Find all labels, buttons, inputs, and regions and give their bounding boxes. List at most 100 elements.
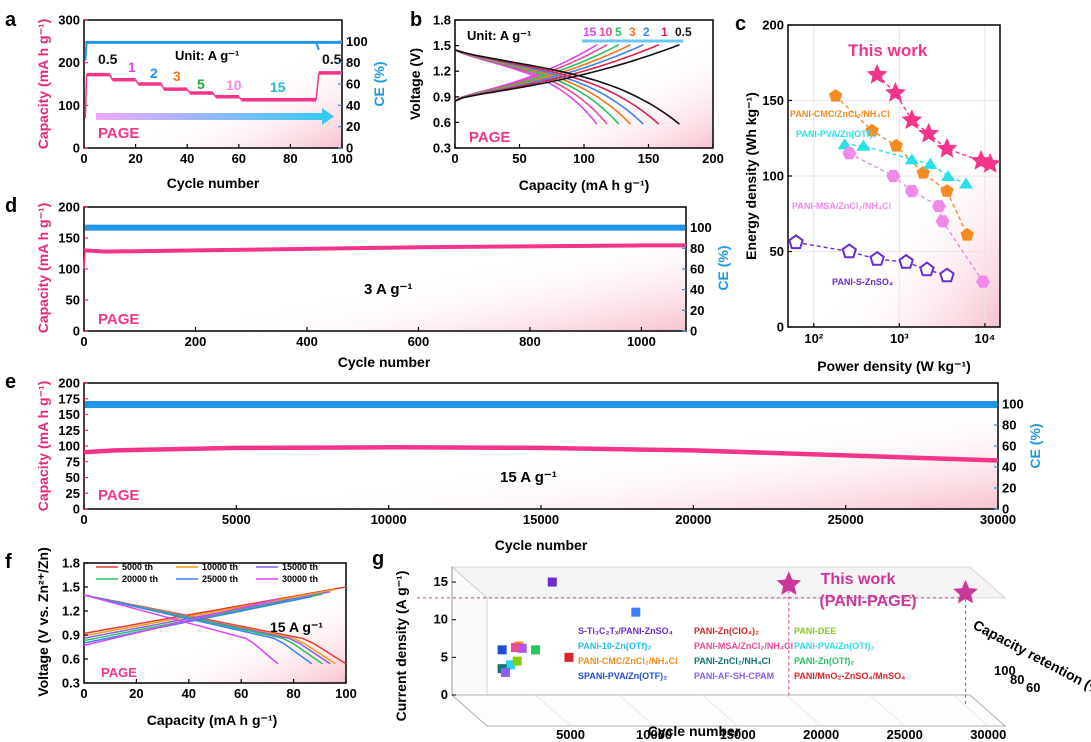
panel-e-ce-series bbox=[85, 401, 997, 409]
panel-b-ytick-label: 1.8 bbox=[433, 13, 451, 28]
panel-c-marker-hexagon bbox=[976, 275, 990, 288]
panel-a-segment-join bbox=[109, 74, 114, 81]
panel-f-xtick-label: 100 bbox=[335, 686, 357, 701]
panel-d-watermark: PAGE bbox=[98, 311, 139, 328]
panel-c-series-line bbox=[795, 241, 948, 277]
panel-f-ytick-label: 0.3 bbox=[62, 676, 80, 691]
panel-g-this-work: This work bbox=[821, 571, 896, 588]
panel-c: c This work PANI-CMC/ZnCl₂/NH₄Cl PANI-PV… bbox=[735, 13, 1001, 374]
panel-a-rate-label: 5 bbox=[197, 76, 205, 92]
panel-g-point bbox=[564, 652, 574, 662]
panel-d-ylabel-left: Capacity (mA h g⁻¹) bbox=[35, 203, 51, 334]
panel-f-legend-label: 15000 th bbox=[282, 562, 318, 572]
panel-c-ytick-label: 100 bbox=[762, 169, 784, 184]
panel-e-ytick-label: 75 bbox=[66, 454, 80, 469]
panel-e-watermark: PAGE bbox=[98, 487, 139, 504]
panel-b-xtick-label: 200 bbox=[702, 151, 724, 166]
panel-a-arrow bbox=[96, 113, 322, 120]
panel-d-first-point bbox=[83, 250, 86, 270]
panel-g-xlabel: Cycle number bbox=[648, 723, 741, 739]
panel-c-marker-pentagon bbox=[898, 253, 914, 269]
panel-a-segment-join bbox=[238, 96, 242, 101]
panel-e-ytick-right-label: 0 bbox=[1002, 502, 1009, 517]
panel-c-marker-pentagon bbox=[869, 250, 885, 266]
panel-g-point bbox=[547, 577, 557, 587]
panel-g-ztick-label: 60 bbox=[1026, 680, 1040, 695]
panel-e-xtick-label: 20000 bbox=[675, 512, 711, 527]
panel-c-label-s: PANI-S-ZnSO₄ bbox=[832, 277, 893, 287]
panel-b-legend-label: 1 bbox=[661, 25, 668, 39]
panel-f-xlabel: Capacity (mA h g⁻¹) bbox=[147, 712, 278, 728]
panel-b-label: b bbox=[410, 9, 422, 31]
panel-g-xtick-label: 30000 bbox=[970, 727, 1006, 742]
panel-f-ytick-label: 1.8 bbox=[62, 556, 80, 571]
panel-a-series bbox=[84, 40, 342, 119]
panel-f-discharge-curve bbox=[83, 594, 279, 665]
panel-e-ytick-label: 175 bbox=[58, 391, 80, 406]
panel-a-ytick-right-label: 0 bbox=[346, 141, 353, 156]
panel-a-xtick-label: 20 bbox=[128, 151, 142, 166]
panel-c-ytick-label: 50 bbox=[770, 244, 784, 259]
panel-a-ylabel-right: CE (%) bbox=[371, 61, 387, 106]
panel-g-xtick-label: 5000 bbox=[556, 727, 585, 742]
panel-e-ylabel-left: Capacity (mA h g⁻¹) bbox=[35, 381, 51, 512]
panel-a-ytick-right-label: 60 bbox=[346, 77, 360, 92]
panel-a-rate-label: 0.5 bbox=[98, 51, 118, 67]
panel-b-series bbox=[454, 43, 680, 125]
panel-g-label: g bbox=[372, 548, 384, 570]
panel-f-xtick-label: 40 bbox=[182, 686, 196, 701]
panel-c-marker-pentagon bbox=[940, 184, 954, 197]
panel-c-xtick-label: 10³ bbox=[890, 331, 909, 346]
panel-g-legend-label: PANI-ZnCl₂/NH₄Cl bbox=[694, 656, 771, 666]
panel-f-charge-curve bbox=[83, 591, 331, 639]
panel-f-charge-curve bbox=[83, 595, 313, 644]
panel-g-ytick-label: 0 bbox=[441, 687, 448, 702]
panel-g-ytick-label: 5 bbox=[441, 649, 448, 664]
panel-b-legend-label: 15 bbox=[583, 25, 597, 39]
panel-c-marker-pentagon bbox=[919, 261, 935, 277]
panel-a-ytick-label: 300 bbox=[58, 13, 80, 28]
panel-a-ytick-right-label: 20 bbox=[346, 119, 360, 134]
panel-c-marker-triangle bbox=[923, 157, 938, 169]
panel-f-ytick-label: 1.2 bbox=[62, 604, 80, 619]
panel-g-legend-label: PANI-DEE bbox=[794, 626, 836, 636]
panel-f-axes: 0 20 40 60 80 100 0.3 0.6 0.9 1.2 1.5 1.8 bbox=[62, 556, 357, 702]
panel-a-xlabel: Cycle number bbox=[167, 175, 260, 191]
panel-c-marker-pentagon bbox=[865, 123, 879, 137]
panel-a: a 0.5 1 2 3 5 10 15 0.5 Unit: A g⁻¹ PAGE 0 20 40 6… bbox=[5, 9, 387, 191]
panel-c-ytick-label: 200 bbox=[762, 18, 784, 33]
panel-a-xtick-label: 80 bbox=[283, 151, 297, 166]
panel-g-xtick-label: 10000 bbox=[636, 727, 672, 742]
panel-b-discharge-curve bbox=[454, 49, 680, 125]
panel-f-xtick-label: 20 bbox=[129, 686, 143, 701]
panel-d-ytick-right-label: 40 bbox=[690, 282, 704, 297]
panel-d-annotation: 3 A g⁻¹ bbox=[364, 281, 412, 298]
panel-f-charge-curve bbox=[83, 598, 279, 647]
panel-a-rate-label: 15 bbox=[270, 79, 286, 95]
panel-c-marker-triangle bbox=[837, 138, 852, 150]
panel-d-xlabel: Cycle number bbox=[338, 354, 431, 370]
panel-c-label-cmc: PANI-CMC/ZnCl₂/NH₄Cl bbox=[790, 109, 890, 119]
panel-f-legend-label: 10000 th bbox=[202, 562, 238, 572]
panel-e-label: e bbox=[5, 371, 16, 393]
panel-g-xtick-label: 15000 bbox=[720, 727, 756, 742]
panel-d-ytick-right-label: 80 bbox=[690, 241, 704, 256]
panel-c-marker-hexagon bbox=[931, 200, 946, 213]
panel-b-legend-label: 10 bbox=[599, 25, 613, 39]
panel-c-marker-triangle bbox=[958, 177, 973, 189]
panel-e-ytick-label: 125 bbox=[58, 423, 80, 438]
panel-c-xlabel: Power density (W kg⁻¹) bbox=[817, 358, 971, 374]
panel-a-rate-label: 1 bbox=[128, 59, 136, 75]
panel-c-xtick-label: 10² bbox=[804, 331, 823, 346]
panel-b-xtick-label: 150 bbox=[638, 151, 660, 166]
panel-a-rate-label: 0.5 bbox=[322, 51, 342, 67]
panel-g-ytick-label: 10 bbox=[434, 612, 448, 627]
panel-g-legend-label: PANI/MnO₂-ZnSO₄/MnSO₄ bbox=[794, 671, 905, 681]
panel-g-ylabel: Current density (A g⁻¹) bbox=[393, 571, 409, 722]
panel-f: f 5000 th 10000 th 15000 th 20000 th 25000 t… bbox=[5, 547, 357, 728]
panel-b-xtick-label: 100 bbox=[573, 151, 595, 166]
panel-a-ce-start bbox=[84, 42, 88, 61]
panel-a-arrowhead bbox=[322, 108, 334, 125]
panel-c-marker-hexagon bbox=[842, 147, 857, 160]
panel-f-annotation: 15 A g⁻¹ bbox=[270, 619, 323, 635]
